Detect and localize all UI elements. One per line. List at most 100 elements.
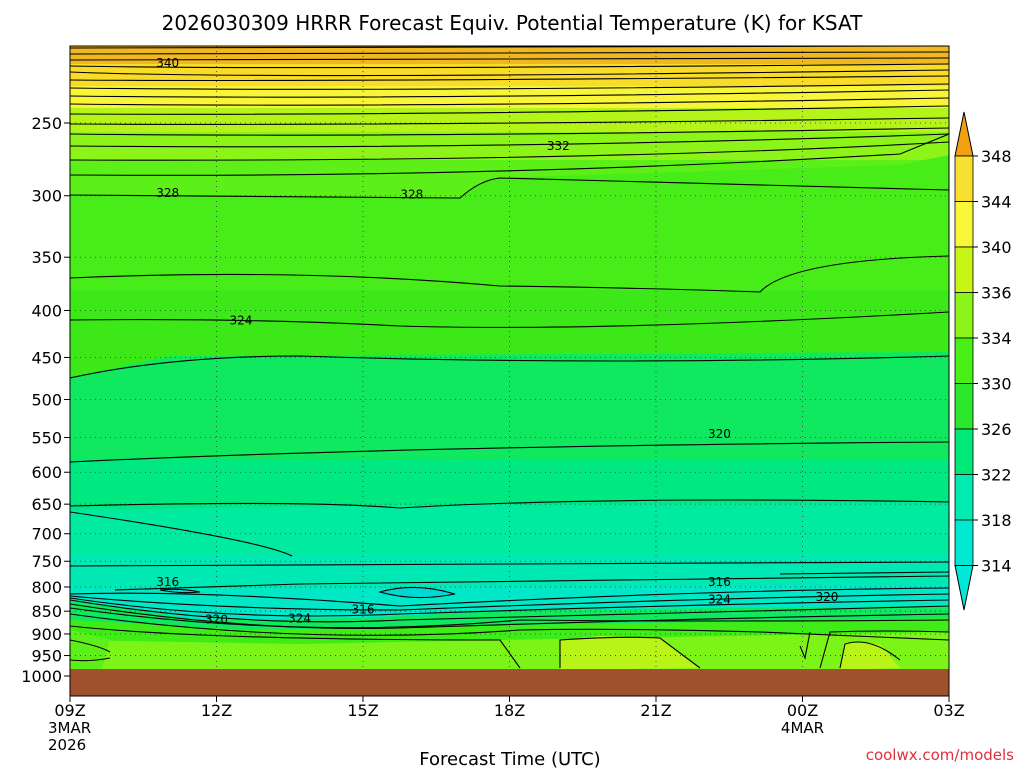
band-328 xyxy=(70,155,949,300)
contour-line xyxy=(70,51,949,55)
contour-lines xyxy=(70,46,949,669)
contour-line xyxy=(70,63,949,69)
colorbar-segment xyxy=(954,519,974,566)
colorbar-label: 318 xyxy=(981,511,1012,530)
x-tick-date-label: 2026 xyxy=(48,736,86,754)
contour-line xyxy=(159,588,201,594)
band-bl-warm-1 xyxy=(560,636,700,670)
y-tick-label: 850 xyxy=(31,602,62,621)
contour-label: 328 xyxy=(156,186,179,200)
colorbar-segment xyxy=(954,292,974,339)
contour-line xyxy=(70,127,949,136)
colorbar-top-arrow xyxy=(954,111,974,157)
contour-line xyxy=(377,586,456,599)
contour-line xyxy=(819,630,949,669)
contour-line xyxy=(70,657,111,662)
contour-label: 320 xyxy=(708,427,731,441)
x-tick-label: 00Z xyxy=(787,701,818,720)
contour-line xyxy=(70,69,949,77)
colorbar-segment xyxy=(954,383,974,430)
x-tick-label: 03Z xyxy=(933,701,964,720)
contour-label: 320 xyxy=(205,613,228,627)
y-tick-label: 1000 xyxy=(21,667,62,686)
x-tick-label: 09Z xyxy=(54,701,85,720)
contour-label: 328 xyxy=(400,187,423,201)
contour-line xyxy=(70,105,949,115)
y-tick-label: 950 xyxy=(31,647,62,666)
contour-line xyxy=(70,57,949,61)
colorbar-segment xyxy=(954,246,974,293)
contour-line xyxy=(70,639,111,653)
colorbar-segment xyxy=(954,428,974,475)
y-tick-label: 800 xyxy=(31,578,62,597)
colorbar-label: 334 xyxy=(981,329,1012,348)
contour-line xyxy=(70,355,949,379)
y-tick-label: 350 xyxy=(31,248,62,267)
colorbar-segment xyxy=(954,337,974,384)
contour-line xyxy=(70,255,949,293)
contour-line xyxy=(70,561,949,567)
contour-line xyxy=(70,593,949,611)
contour-line xyxy=(559,636,701,669)
colorbar-label: 322 xyxy=(981,466,1012,485)
colorbar: 348 344 340 336 334 330 326 322 318 314 xyxy=(954,111,1012,611)
contour-line xyxy=(839,641,901,669)
band-314-pocket-2 xyxy=(160,589,200,593)
contour-line xyxy=(70,625,521,669)
colorbar-label: 326 xyxy=(981,420,1012,439)
contour-label: 332 xyxy=(547,139,570,153)
contour-labels: 3443403403323283283243203163163163243203… xyxy=(156,56,838,627)
x-tick-label: 18Z xyxy=(494,701,525,720)
colorbar-label: 344 xyxy=(981,193,1012,212)
ground-below-surface xyxy=(70,669,949,696)
contour-line xyxy=(70,75,949,82)
contour-label: 316 xyxy=(708,575,731,589)
contour-line xyxy=(70,89,949,98)
y-tick-label: 700 xyxy=(31,525,62,544)
contour-line xyxy=(70,603,949,630)
contour-label: 340 xyxy=(156,56,179,70)
y-tick-label: 900 xyxy=(31,625,62,644)
contour-line xyxy=(70,141,949,161)
contour-line xyxy=(70,607,949,629)
contour-line xyxy=(70,177,949,199)
contour-line xyxy=(70,441,949,463)
contour-label: 320 xyxy=(815,590,838,604)
contour-line xyxy=(70,499,949,509)
band-bl-warm-2 xyxy=(840,642,900,670)
y-tick-label: 750 xyxy=(31,552,62,571)
x-tick-label: 21Z xyxy=(640,701,671,720)
contour-line xyxy=(70,587,949,607)
contour-line xyxy=(70,597,949,617)
x-tick-label: 15Z xyxy=(347,701,378,720)
colorbar-label: 336 xyxy=(981,284,1012,303)
y-tick-label: 400 xyxy=(31,301,62,320)
colorbar-label: 348 xyxy=(981,147,1012,166)
contour-line xyxy=(70,133,949,148)
contour-line xyxy=(70,613,949,641)
grid-lines xyxy=(70,46,949,696)
contour-label: 324 xyxy=(708,592,731,606)
contour-label: 324 xyxy=(229,313,252,327)
colorbar-label: 330 xyxy=(981,375,1012,394)
contour-label: 324 xyxy=(288,612,311,626)
chart-title: 2026030309 HRRR Forecast Equiv. Potentia… xyxy=(162,11,864,35)
credit-link[interactable]: coolwx.com/models xyxy=(866,746,1014,764)
contour-label: 316 xyxy=(156,575,179,589)
contour-line xyxy=(70,133,949,176)
y-tick-label: 650 xyxy=(31,495,62,514)
colorbar-label: 340 xyxy=(981,238,1012,257)
colorbar-segment xyxy=(954,474,974,521)
colorbar-segment xyxy=(954,155,974,202)
x-tick-date-label: 3MAR xyxy=(48,719,91,737)
contour-line xyxy=(70,511,293,557)
contour-label: 316 xyxy=(352,602,375,616)
y-tick-label: 250 xyxy=(31,114,62,133)
contour-line xyxy=(70,599,949,623)
plot-area xyxy=(70,46,949,696)
contour-line xyxy=(70,311,949,328)
y-tick-label: 600 xyxy=(31,463,62,482)
y-tick-label: 300 xyxy=(31,187,62,206)
